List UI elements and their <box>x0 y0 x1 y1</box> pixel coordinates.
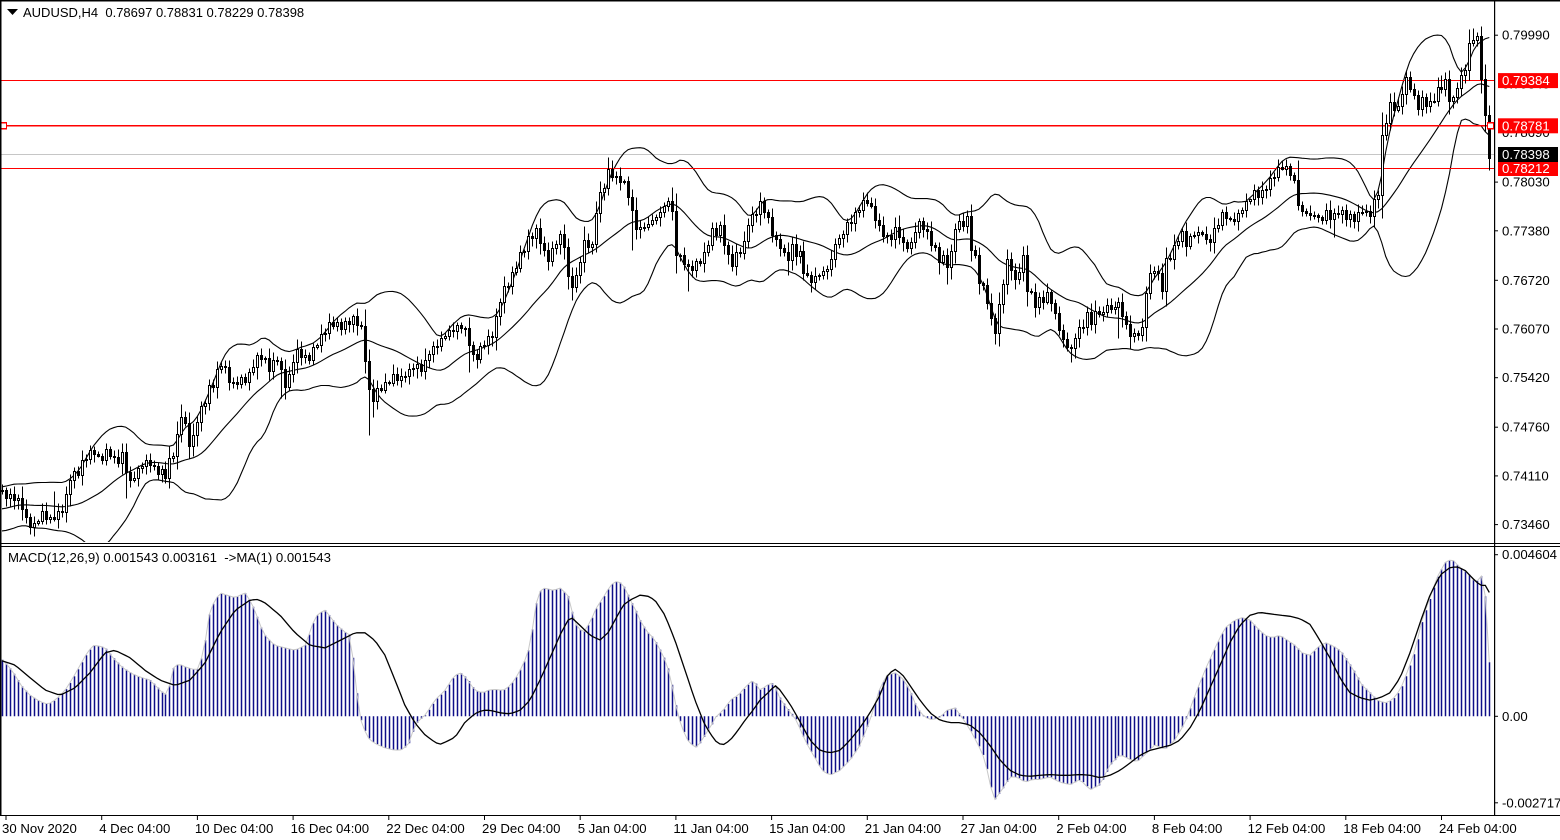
svg-text:0.79990: 0.79990 <box>1502 28 1550 43</box>
svg-text:AUDUSD,H4 0.78697 0.78831 0.7: AUDUSD,H4 0.78697 0.78831 0.78229 0.7839… <box>23 5 304 20</box>
svg-text:29 Dec 04:00: 29 Dec 04:00 <box>482 821 560 836</box>
svg-text:MACD(12,26,9) 0.001543 0.00316: MACD(12,26,9) 0.001543 0.003161 ->MA(1) … <box>8 550 331 565</box>
svg-text:30 Nov 2020: 30 Nov 2020 <box>2 821 77 836</box>
svg-text:4 Dec 04:00: 4 Dec 04:00 <box>99 821 170 836</box>
svg-text:0.75420: 0.75420 <box>1502 370 1550 385</box>
svg-text:10 Dec 04:00: 10 Dec 04:00 <box>195 821 273 836</box>
svg-text:0.78212: 0.78212 <box>1502 161 1550 176</box>
svg-text:11 Jan 04:00: 11 Jan 04:00 <box>673 821 748 836</box>
svg-text:0.004604: 0.004604 <box>1502 547 1557 562</box>
svg-text:0.00: 0.00 <box>1502 709 1528 724</box>
svg-text:21 Jan 04:00: 21 Jan 04:00 <box>865 821 941 836</box>
svg-text:0.73460: 0.73460 <box>1502 517 1550 532</box>
svg-text:0.78398: 0.78398 <box>1502 147 1550 162</box>
svg-text:18 Feb 04:00: 18 Feb 04:00 <box>1343 821 1421 836</box>
svg-text:0.76070: 0.76070 <box>1502 322 1550 337</box>
svg-text:5 Jan 04:00: 5 Jan 04:00 <box>578 821 647 836</box>
svg-text:2 Feb 04:00: 2 Feb 04:00 <box>1056 821 1126 836</box>
svg-text:15 Jan 04:00: 15 Jan 04:00 <box>769 821 845 836</box>
svg-text:0.77380: 0.77380 <box>1502 223 1550 238</box>
svg-text:24 Feb 04:00: 24 Feb 04:00 <box>1439 821 1517 836</box>
svg-text:16 Dec 04:00: 16 Dec 04:00 <box>291 821 369 836</box>
svg-text:0.79384: 0.79384 <box>1502 73 1550 88</box>
svg-text:27 Jan 04:00: 27 Jan 04:00 <box>961 821 1037 836</box>
svg-text:8 Feb 04:00: 8 Feb 04:00 <box>1152 821 1222 836</box>
svg-text:0.78030: 0.78030 <box>1502 175 1550 190</box>
svg-text:0.76720: 0.76720 <box>1502 273 1550 288</box>
svg-text:0.78781: 0.78781 <box>1502 118 1550 133</box>
svg-text:0.74760: 0.74760 <box>1502 420 1550 435</box>
svg-text:22 Dec 04:00: 22 Dec 04:00 <box>386 821 464 836</box>
svg-text:12 Feb 04:00: 12 Feb 04:00 <box>1248 821 1326 836</box>
svg-text:0.74110: 0.74110 <box>1502 468 1549 483</box>
svg-text:-0.002717: -0.002717 <box>1502 795 1560 810</box>
